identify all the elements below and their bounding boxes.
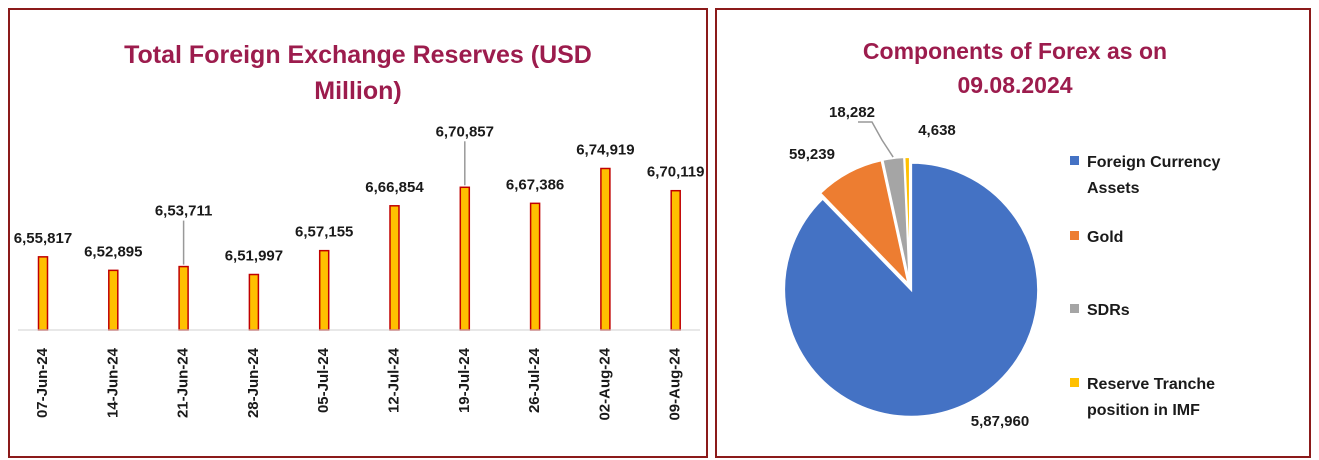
bar bbox=[670, 189, 681, 331]
right-panel bbox=[715, 8, 1311, 458]
legend-label: SDRs bbox=[1087, 302, 1130, 319]
data-label: 6,57,155 bbox=[295, 224, 353, 241]
data-label: 6,70,119 bbox=[647, 164, 705, 181]
x-tick-label: 28-Jun-24 bbox=[245, 347, 262, 418]
bar bbox=[600, 167, 611, 331]
bar bbox=[108, 269, 119, 331]
data-label: 59,239 bbox=[789, 146, 835, 163]
x-tick-label: 14-Jun-24 bbox=[104, 347, 121, 418]
x-tick-label: 12-Jul-24 bbox=[385, 347, 402, 413]
pie-slice bbox=[903, 156, 911, 285]
data-label: 6,66,854 bbox=[365, 179, 424, 196]
bar bbox=[459, 186, 471, 331]
data-label: 5,87,960 bbox=[971, 413, 1029, 430]
left-panel bbox=[8, 8, 708, 458]
bar bbox=[37, 256, 49, 331]
bar bbox=[178, 265, 189, 331]
data-label: 6,67,386 bbox=[506, 176, 564, 193]
legend-swatch bbox=[1070, 156, 1079, 165]
bar bbox=[318, 249, 330, 331]
pie-slice bbox=[783, 161, 1040, 418]
bar bbox=[389, 205, 400, 331]
legend-label: Foreign Currency Assets bbox=[1087, 154, 1221, 197]
data-label: 4,638 bbox=[918, 122, 956, 139]
data-label: 6,52,895 bbox=[84, 243, 142, 260]
data-label: 6,70,857 bbox=[436, 123, 494, 140]
legend-entry: Gold bbox=[1070, 225, 1300, 251]
legend-swatch bbox=[1070, 378, 1079, 387]
bar bbox=[248, 273, 260, 331]
bar bbox=[529, 202, 541, 331]
x-tick-label: 26-Jul-24 bbox=[526, 347, 543, 413]
legend-swatch bbox=[1070, 231, 1079, 240]
legend-entry: Reserve Tranche position in IMF bbox=[1070, 372, 1300, 424]
legend-label: Gold bbox=[1087, 229, 1124, 246]
pie-slice bbox=[818, 159, 911, 288]
legend-entry: SDRs bbox=[1070, 298, 1300, 324]
data-label: 6,51,997 bbox=[225, 247, 283, 264]
data-label: 6,53,711 bbox=[155, 203, 213, 220]
legend-entry: Foreign Currency Assets bbox=[1070, 150, 1300, 202]
data-label: 18,282 bbox=[829, 104, 875, 121]
bar-title: Total Foreign Exchange Reserves (USD Mil… bbox=[124, 41, 592, 105]
x-tick-label: 07-Jun-24 bbox=[34, 347, 51, 418]
x-tick-label: 02-Aug-24 bbox=[596, 347, 613, 420]
data-label: 6,74,919 bbox=[576, 141, 634, 158]
x-tick-label: 09-Aug-24 bbox=[667, 347, 684, 420]
x-tick-label: 21-Jun-24 bbox=[175, 347, 192, 418]
leader-line bbox=[858, 121, 894, 158]
pie-title: Components of Forex as on 09.08.2024 bbox=[862, 38, 1168, 98]
data-label: 6,55,817 bbox=[14, 230, 72, 247]
x-tick-label: 05-Jul-24 bbox=[315, 347, 332, 413]
legend-swatch bbox=[1070, 304, 1079, 313]
x-tick-label: 19-Jul-24 bbox=[456, 347, 473, 413]
legend-label: Reserve Tranche position in IMF bbox=[1087, 376, 1216, 419]
